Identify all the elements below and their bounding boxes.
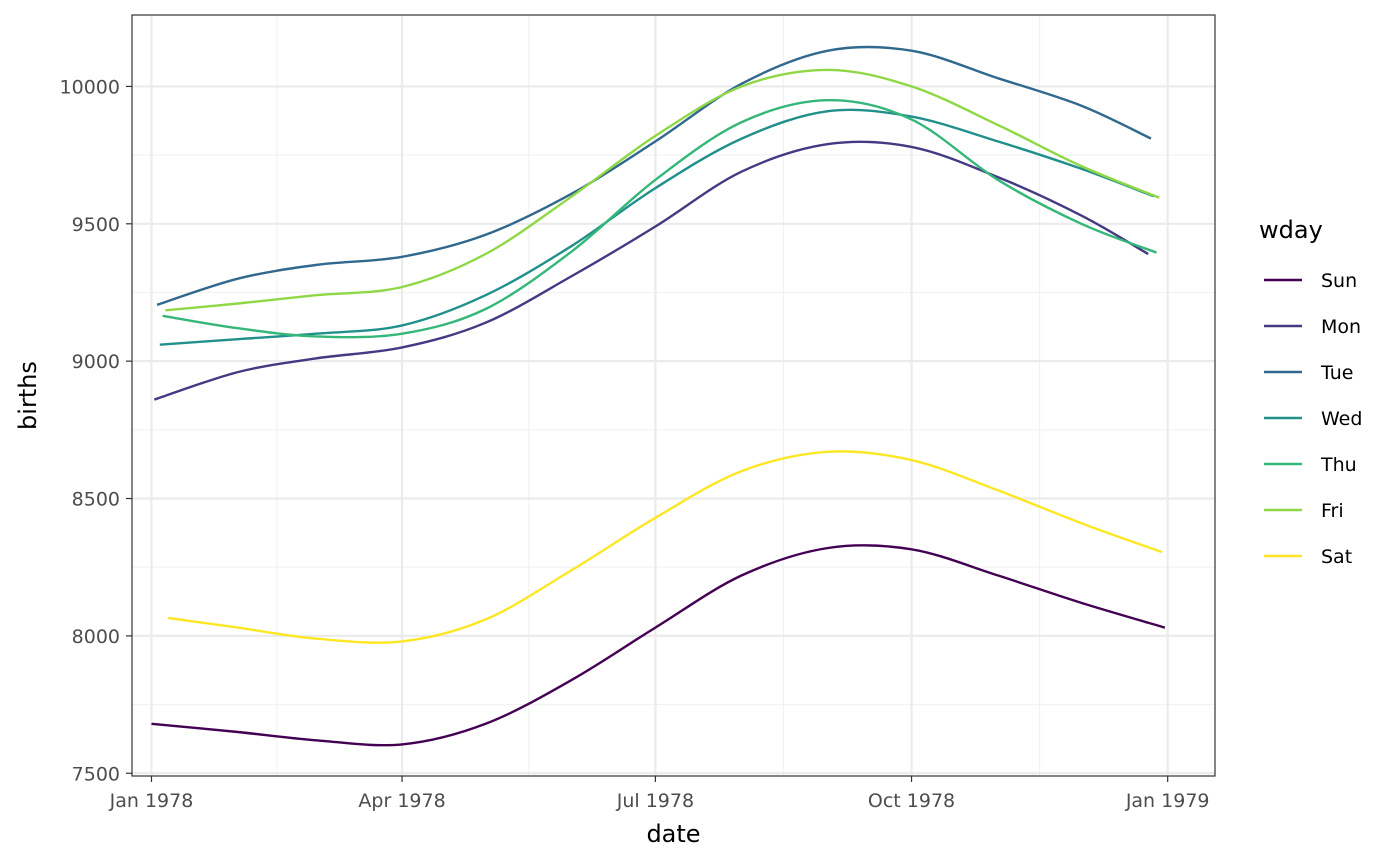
x-tick-label: Oct 1978 bbox=[868, 790, 955, 812]
series-line-thu bbox=[162, 98, 1157, 339]
legend-item-thu: Thu bbox=[1264, 454, 1357, 476]
x-axis: Jan 1978 Apr 1978 Jul 1978 Oct 1978 Jan 1979 bbox=[109, 776, 1210, 812]
series-line-tue bbox=[156, 45, 1152, 306]
x-tick-label: Apr 1978 bbox=[358, 790, 445, 812]
x-tick-label: Jan 1979 bbox=[1125, 790, 1210, 812]
y-tick-label: 8500 bbox=[72, 489, 120, 511]
panel-border bbox=[131, 14, 1216, 777]
legend-label: Mon bbox=[1321, 316, 1361, 338]
y-axis: 7500 8000 8500 9000 9500 10000 bbox=[60, 76, 132, 785]
legend-item-wed: Wed bbox=[1264, 408, 1362, 430]
legend-title: wday bbox=[1259, 216, 1323, 244]
y-tick-label: 8000 bbox=[72, 626, 120, 648]
legend-item-sat: Sat bbox=[1264, 546, 1352, 568]
series-line-wed bbox=[159, 108, 1155, 346]
legend-item-tue: Tue bbox=[1264, 362, 1353, 384]
series-layer bbox=[151, 45, 1166, 747]
legend-item-fri: Fri bbox=[1264, 500, 1344, 522]
series-line-fri bbox=[165, 68, 1160, 312]
series-line-sat bbox=[168, 450, 1163, 644]
legend-label: Fri bbox=[1321, 500, 1344, 522]
y-tick-label: 9500 bbox=[72, 214, 120, 236]
grid-minor bbox=[132, 15, 1215, 776]
legend-label: Thu bbox=[1320, 454, 1357, 476]
legend-label: Wed bbox=[1321, 408, 1362, 430]
series-line-sun bbox=[151, 544, 1166, 747]
grid-major bbox=[132, 15, 1215, 776]
legend: wday Sun Mon Tue Wed Thu Fri Sat bbox=[1259, 216, 1362, 568]
legend-item-mon: Mon bbox=[1264, 316, 1361, 338]
legend-label: Tue bbox=[1320, 362, 1353, 384]
legend-label: Sun bbox=[1321, 270, 1357, 292]
y-tick-label: 9000 bbox=[72, 351, 120, 373]
legend-item-sun: Sun bbox=[1264, 270, 1357, 292]
x-tick-label: Jul 1978 bbox=[616, 790, 694, 812]
x-tick-label: Jan 1978 bbox=[109, 790, 194, 812]
series-line-mon bbox=[153, 140, 1149, 401]
y-axis-title: births bbox=[14, 361, 42, 430]
y-tick-label: 10000 bbox=[60, 76, 120, 98]
legend-label: Sat bbox=[1321, 546, 1352, 568]
y-tick-label: 7500 bbox=[72, 763, 120, 785]
x-axis-title: date bbox=[646, 820, 700, 848]
